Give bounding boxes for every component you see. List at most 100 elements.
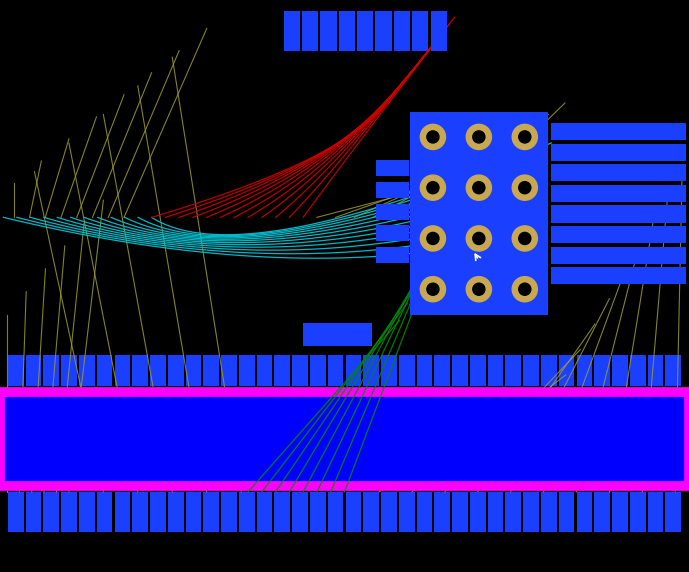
Circle shape <box>420 277 446 302</box>
Bar <box>132 355 148 386</box>
Bar <box>168 355 183 386</box>
Bar <box>43 492 59 532</box>
Bar <box>523 355 539 386</box>
Circle shape <box>473 283 485 295</box>
Bar <box>559 355 575 386</box>
Circle shape <box>427 182 439 194</box>
Bar <box>310 355 326 386</box>
Circle shape <box>512 277 537 302</box>
Bar <box>25 355 41 386</box>
Bar <box>357 11 373 51</box>
Bar <box>630 355 646 386</box>
Bar <box>551 267 686 284</box>
Bar <box>96 355 112 386</box>
Bar <box>150 355 166 386</box>
Bar <box>488 355 504 386</box>
Bar <box>551 226 686 243</box>
Bar <box>376 11 391 51</box>
Bar <box>221 492 237 532</box>
Bar <box>8 492 23 532</box>
Bar <box>328 355 343 386</box>
Bar <box>346 355 361 386</box>
Bar <box>292 492 308 532</box>
Circle shape <box>473 182 485 194</box>
Bar <box>8 355 23 386</box>
Bar <box>410 112 548 315</box>
Bar <box>577 355 593 386</box>
Bar <box>292 355 308 386</box>
Circle shape <box>473 232 485 244</box>
Bar <box>381 492 397 532</box>
Bar <box>488 492 504 532</box>
Bar <box>470 355 486 386</box>
Bar <box>339 11 355 51</box>
Bar <box>595 355 610 386</box>
Bar <box>274 492 290 532</box>
Bar <box>470 492 486 532</box>
Bar <box>363 492 379 532</box>
Bar <box>346 492 361 532</box>
Bar <box>551 247 686 264</box>
Bar <box>221 355 237 386</box>
Bar <box>363 355 379 386</box>
Bar <box>452 492 468 532</box>
Bar <box>132 492 148 532</box>
Bar <box>648 355 664 386</box>
Bar <box>551 123 686 140</box>
Bar <box>376 247 409 263</box>
Circle shape <box>519 232 531 244</box>
Bar <box>168 492 183 532</box>
Bar <box>452 355 468 386</box>
Bar <box>328 492 343 532</box>
Bar <box>417 355 432 386</box>
Bar <box>310 492 326 532</box>
Bar <box>417 492 432 532</box>
Bar <box>274 355 290 386</box>
Bar <box>257 492 272 532</box>
Bar <box>506 492 521 532</box>
Circle shape <box>512 124 537 149</box>
Bar <box>185 355 201 386</box>
Bar <box>577 492 593 532</box>
Circle shape <box>466 124 491 149</box>
Bar <box>431 11 446 51</box>
Bar <box>412 11 429 51</box>
Bar <box>61 492 77 532</box>
Circle shape <box>512 226 537 251</box>
Bar <box>541 492 557 532</box>
Bar <box>239 492 255 532</box>
Bar <box>612 355 628 386</box>
Bar <box>551 164 686 181</box>
Bar <box>399 355 415 386</box>
Bar <box>648 492 664 532</box>
Bar <box>25 492 41 532</box>
Circle shape <box>427 283 439 295</box>
Bar <box>43 355 59 386</box>
Circle shape <box>473 131 485 143</box>
Bar <box>79 492 94 532</box>
Bar <box>506 355 521 386</box>
Bar <box>630 492 646 532</box>
Bar <box>239 355 255 386</box>
Bar <box>434 355 450 386</box>
Circle shape <box>466 226 491 251</box>
Circle shape <box>420 175 446 200</box>
Bar <box>284 11 300 51</box>
Circle shape <box>512 175 537 200</box>
Bar <box>381 355 397 386</box>
Circle shape <box>427 131 439 143</box>
Bar <box>303 323 372 346</box>
Bar <box>150 492 166 532</box>
Bar <box>203 492 219 532</box>
Bar <box>666 492 681 532</box>
Bar <box>666 355 681 386</box>
Bar <box>595 492 610 532</box>
Bar <box>399 492 415 532</box>
Bar <box>376 225 409 241</box>
Bar <box>376 160 409 176</box>
Bar <box>559 492 575 532</box>
Bar <box>302 11 318 51</box>
Circle shape <box>466 175 491 200</box>
Bar <box>551 185 686 202</box>
Circle shape <box>420 226 446 251</box>
